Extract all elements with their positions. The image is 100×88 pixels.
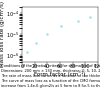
Point	[26, 51, 28, 52]
Point	[35, 42, 37, 43]
X-axis label: Form factor (cm⁻¹): Form factor (cm⁻¹)	[34, 71, 86, 77]
Y-axis label: Mass loss rate (g/cm²/s): Mass loss rate (g/cm²/s)	[0, 1, 5, 67]
Point	[77, 20, 78, 21]
Point	[60, 25, 62, 27]
Point	[90, 16, 91, 17]
Text: Conditions of the kinetics criteria for estimation of the curves
Dimensions: 200: Conditions of the kinetics criteria for …	[1, 64, 100, 88]
Point	[46, 34, 48, 35]
